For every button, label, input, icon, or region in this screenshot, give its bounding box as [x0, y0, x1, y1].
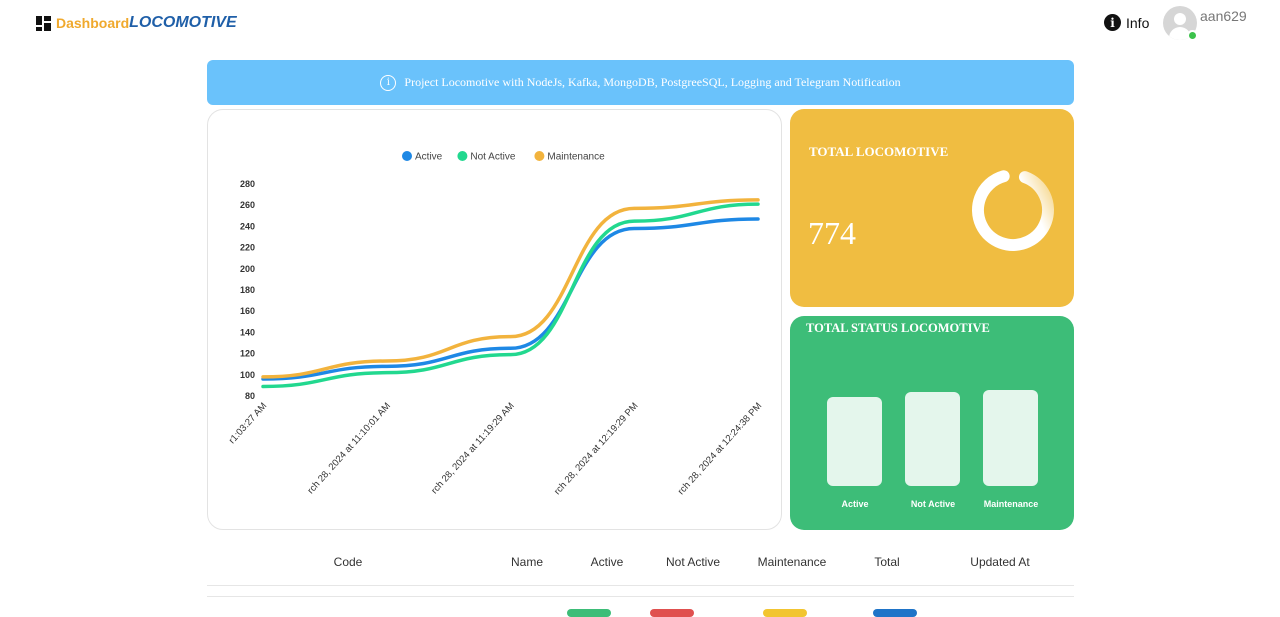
y-tick-label: 240 [240, 221, 255, 231]
column-header-total[interactable]: Total [874, 555, 900, 569]
column-header-maintenance[interactable]: Maintenance [757, 555, 827, 569]
y-tick-label: 100 [240, 370, 255, 380]
series-line-not-active [261, 202, 760, 389]
username: aan629 [1200, 8, 1247, 24]
status-bar-label: Maintenance [983, 499, 1039, 509]
avatar [1163, 6, 1197, 40]
banner-text: Project Locomotive with NodeJs, Kafka, M… [404, 75, 901, 89]
column-header-not-active[interactable]: Not Active [665, 555, 721, 569]
info-circle-icon: i [380, 74, 397, 91]
status-bar-label: Active [841, 499, 869, 509]
x-tick-label: rch 28, 2024 at 11:19:29 AM [429, 401, 517, 497]
line-chart: 80 100 120 140 160 180 200 220 240 260 280 r1:03:27… [227, 151, 764, 498]
y-tick-label: 180 [240, 285, 255, 295]
progress-ring [972, 169, 1054, 251]
user-menu[interactable]: aan629 [1163, 6, 1247, 40]
legend-marker-active [402, 151, 412, 161]
y-tick-label: 220 [240, 243, 255, 253]
status-bar-active[interactable] [827, 397, 882, 486]
online-status-dot [1187, 30, 1198, 41]
legend-marker-not-active [457, 151, 468, 161]
column-header-updated-at[interactable]: Updated At [970, 555, 1030, 569]
line-chart-card: 80 100 120 140 160 180 200 220 240 260 280 r1:03:27… [207, 109, 782, 530]
y-tick-label: 80 [245, 391, 255, 401]
x-tick-label: rch 28, 2024 at 11:10:01 AM [305, 401, 393, 497]
total-locomotive-value: 774 [808, 215, 856, 251]
y-tick-label: 280 [240, 179, 255, 189]
y-tick-label: 160 [240, 306, 255, 316]
legend-label-maintenance: Maintenance [547, 152, 605, 163]
legend-label-active: Active [415, 152, 443, 163]
column-header-code[interactable]: Code [333, 555, 363, 569]
brand-name-locomotive: LOCOMOTIVE [129, 14, 237, 31]
x-tick-label: r1:03:27 AM [227, 401, 270, 446]
column-header-active[interactable]: Active [590, 555, 624, 569]
total-status-card: TOTAL STATUS LOCOMOTIVE Active Not Active… [790, 316, 1074, 530]
brand-name-dashboard: Dashboard [56, 15, 130, 31]
status-bar-maintenance[interactable] [983, 390, 1038, 486]
status-pill-total [873, 609, 917, 617]
series-line-active [261, 217, 760, 381]
dashboard-grid-icon [36, 15, 51, 31]
table-divider [207, 596, 1074, 597]
legend-label-not-active: Not Active [470, 152, 515, 163]
total-locomotive-card: TOTAL LOCOMOTIVE 774 [790, 109, 1074, 307]
progress-ring-arc [972, 169, 1054, 251]
x-tick-label: rch 28, 2024 at 12:24:38 PM [676, 401, 764, 498]
legend-marker-maintenance [534, 151, 545, 161]
total-status-title: TOTAL STATUS LOCOMOTIVE [806, 321, 990, 335]
series-line-maintenance [261, 198, 760, 379]
status-bar-not-active[interactable] [905, 392, 960, 486]
info-banner: i Project Locomotive with NodeJs, Kafka,… [207, 60, 1074, 105]
status-bar-label: Not Active [910, 499, 956, 509]
status-pill-maintenance [763, 609, 807, 617]
total-locomotive-title: TOTAL LOCOMOTIVE [809, 144, 949, 159]
info-label: Info [1126, 14, 1150, 31]
y-tick-label: 260 [240, 200, 255, 210]
info-button[interactable]: i Info [1104, 14, 1149, 31]
x-tick-label: rch 28, 2024 at 12:19:29 PM [552, 401, 640, 498]
column-header-name[interactable]: Name [510, 555, 543, 569]
y-tick-label: 140 [240, 327, 255, 337]
y-tick-label: 200 [240, 264, 255, 274]
y-tick-label: 120 [240, 349, 255, 359]
status-pill-not-active [650, 609, 694, 617]
brand-logo[interactable]: Dashboard LOCOMOTIVE [36, 14, 237, 32]
status-pill-active [567, 609, 611, 617]
top-navbar: Dashboard LOCOMOTIVE i Info aan629 [0, 0, 1280, 48]
info-icon: i [1104, 14, 1121, 31]
table-header: Code Name Active Not Active Maintenance … [207, 545, 1074, 586]
